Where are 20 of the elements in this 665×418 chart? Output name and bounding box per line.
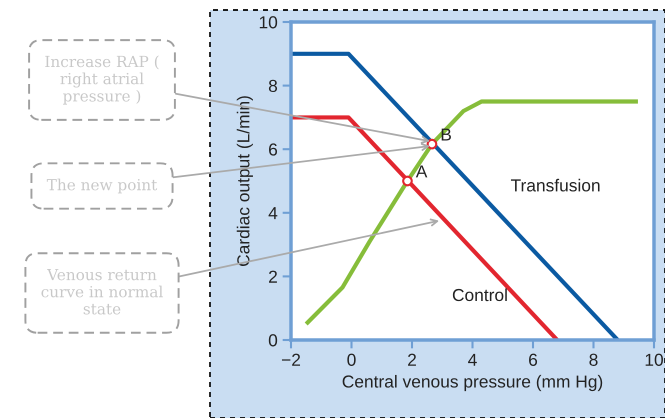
series-label: Transfusion [510,178,600,192]
x-tick-label: 10 [646,354,663,366]
y-tick-label: 4 [268,207,278,220]
y-tick-label: 0 [268,334,278,346]
x-tick-label: 8 [589,354,598,366]
y-tick-label: 6 [269,143,278,156]
y-tick-label: 2 [269,270,277,283]
x-tick-label: 6 [529,354,538,366]
annotation: B [442,128,451,141]
y-tick-label: 10 [260,16,278,28]
y-axis-title: Cardiac output (L/min) [236,96,253,266]
x-axis-title: Central venous pressure (mm Hg) [342,374,602,392]
x-tick-label: 4 [468,354,477,366]
x-tick-label: 0 [347,354,356,366]
annotation: A [416,165,428,178]
series-label: Control [452,288,507,302]
line-series [306,99,638,325]
y-tick-label: 8 [268,80,278,92]
x-tick-label: 2 [408,354,416,366]
x-tick-label: −2 [282,354,300,366]
